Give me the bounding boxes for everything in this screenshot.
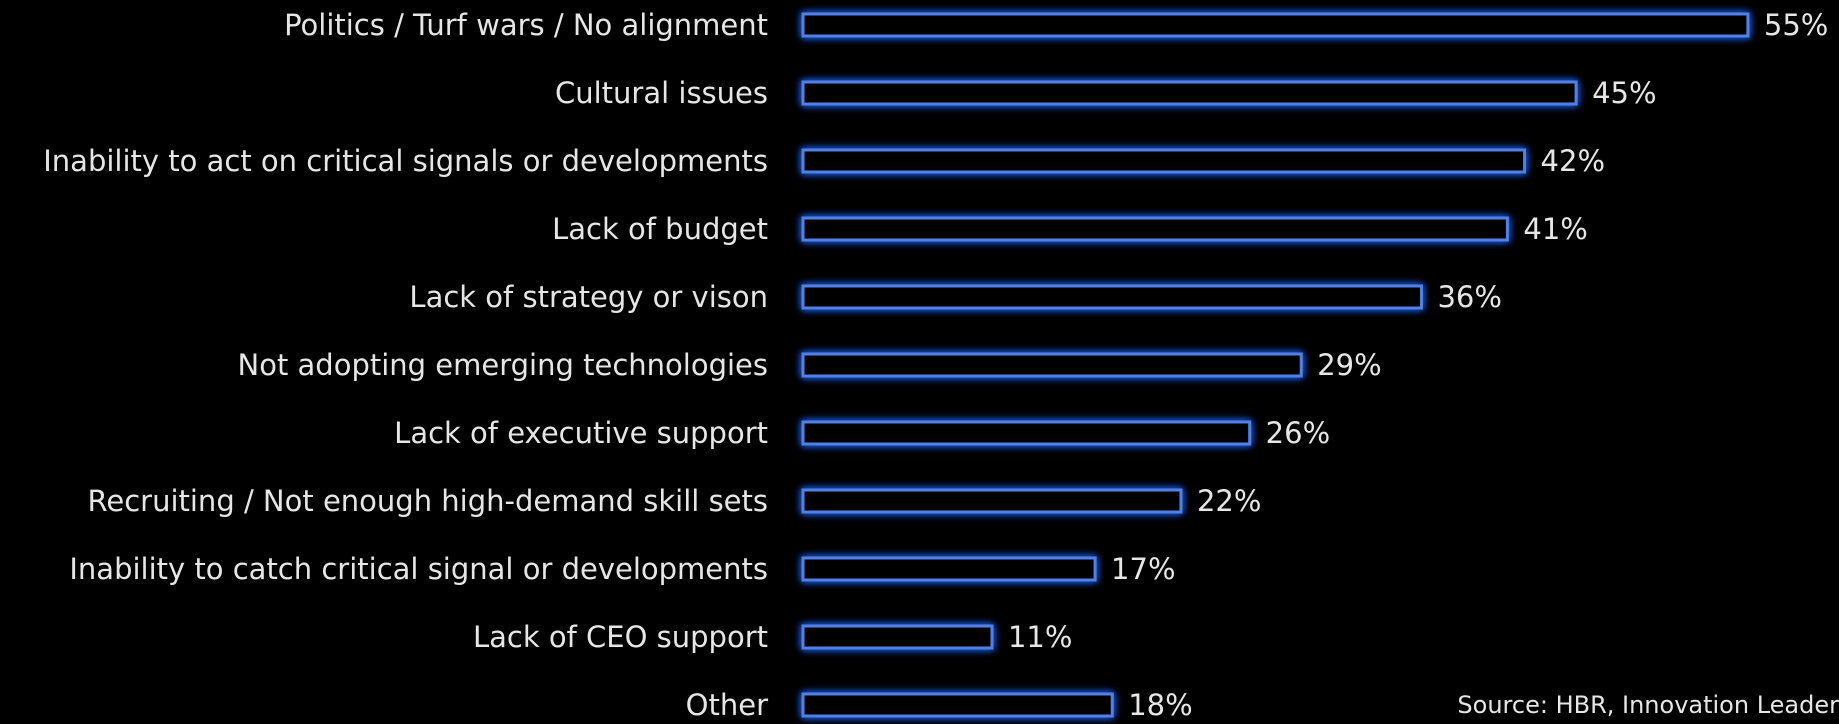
category-label: Lack of budget bbox=[552, 212, 768, 246]
category-label: Not adopting emerging technologies bbox=[238, 348, 768, 382]
value-label: 22% bbox=[1197, 484, 1261, 518]
category-label: Cultural issues bbox=[555, 76, 768, 110]
value-label: 18% bbox=[1128, 688, 1192, 722]
bar bbox=[801, 556, 1097, 582]
category-label: Other bbox=[686, 688, 768, 722]
category-labels: Politics / Turf wars / No alignment Cultu… bbox=[43, 8, 768, 722]
bar bbox=[801, 692, 1114, 718]
value-label: 42% bbox=[1541, 144, 1605, 178]
bar bbox=[801, 284, 1423, 310]
category-label: Inability to catch critical signal or de… bbox=[69, 552, 768, 586]
value-label: 29% bbox=[1317, 348, 1381, 382]
bar bbox=[801, 624, 994, 650]
category-label: Politics / Turf wars / No alignment bbox=[284, 8, 768, 42]
value-label: 36% bbox=[1437, 280, 1501, 314]
value-label: 26% bbox=[1266, 416, 1330, 450]
value-label: 11% bbox=[1008, 620, 1072, 654]
category-label: Lack of executive support bbox=[394, 416, 768, 450]
bar bbox=[801, 80, 1578, 106]
bar bbox=[801, 420, 1252, 446]
bar bbox=[801, 148, 1527, 174]
source-note: Source: HBR, Innovation Leader bbox=[1457, 691, 1839, 719]
value-label: 55% bbox=[1764, 8, 1828, 42]
bars-layer bbox=[801, 12, 1750, 718]
value-labels: 55% 45% 42% 41% 36% 29% 26%22% 17% 11% 18% bbox=[1008, 8, 1828, 722]
bar bbox=[801, 12, 1750, 38]
bar bbox=[801, 352, 1303, 378]
bar bbox=[801, 216, 1509, 242]
value-label: 41% bbox=[1523, 212, 1587, 246]
bar bbox=[801, 488, 1183, 514]
category-label: Lack of CEO support bbox=[473, 620, 768, 654]
category-label: Lack of strategy or vison bbox=[409, 280, 768, 314]
category-label: Recruiting / Not enough high-demand skil… bbox=[88, 484, 768, 518]
value-label: 45% bbox=[1592, 76, 1656, 110]
value-label: 17% bbox=[1111, 552, 1175, 586]
category-label: Inability to act on critical signals or … bbox=[43, 144, 768, 178]
